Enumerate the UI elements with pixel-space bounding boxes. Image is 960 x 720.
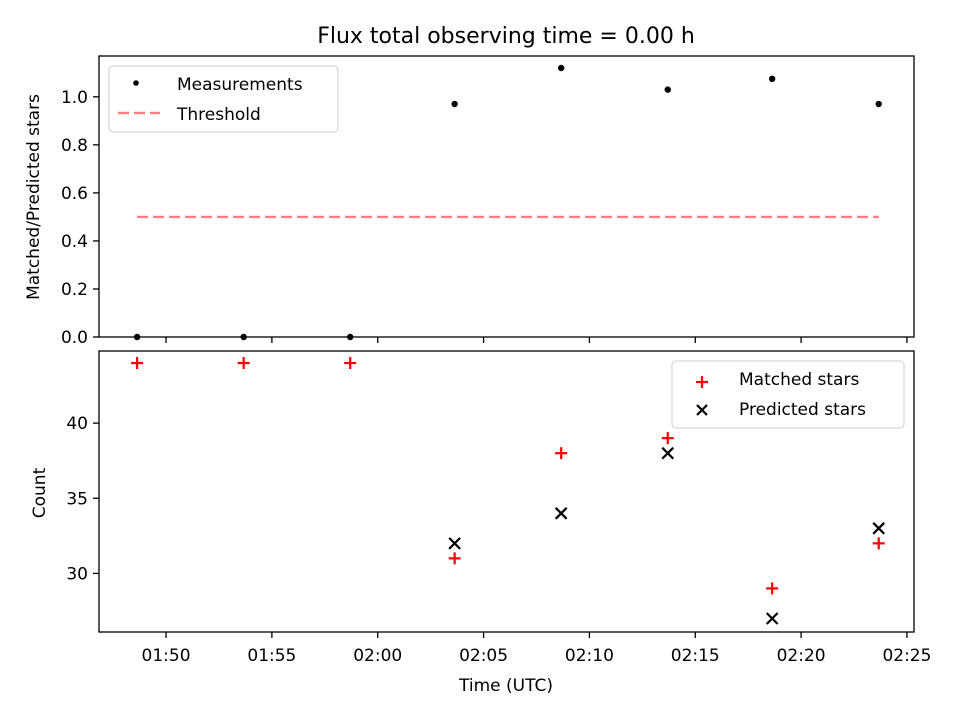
measurement-point (347, 333, 354, 341)
count-x-ticks: 01:50 01:55 02:00 02:05 02:10 02:15 02:20 02:25 (142, 632, 931, 666)
ratio-x-ticks (165, 337, 908, 343)
count-panel: 30 35 40 01:50 01:55 02:00 02:05 02:10 02:15 02:… (30, 350, 931, 696)
matched-stars-point (344, 357, 357, 370)
count-y-ticks: 30 35 40 (66, 414, 99, 584)
measurements-legend-label: Measurements (177, 75, 303, 95)
matched-stars-point (555, 447, 568, 460)
predicted-stars-point (872, 522, 885, 535)
matched-stars-legend-marker (696, 376, 708, 388)
measurement-point (451, 100, 458, 108)
ratio-panel: 0.0 0.2 0.4 0.6 0.8 1.0 Matched/Predicted sta… (24, 55, 915, 348)
matched-stars-point (448, 552, 461, 565)
x-axis-label: Time (UTC) (458, 676, 553, 696)
x-tick-label: 02:05 (459, 646, 508, 666)
x-tick-label: 02:15 (671, 646, 720, 666)
ratio-y-tick-label: 0.2 (61, 280, 88, 300)
ratio-y-axis-label: Matched/Predicted stars (24, 94, 44, 300)
x-tick-label: 01:55 (247, 646, 296, 666)
ratio-y-tick-label: 0.6 (61, 184, 88, 204)
x-tick-label: 02:10 (565, 646, 614, 666)
ratio-legend: Measurements Threshold (108, 65, 339, 133)
measurement-point (768, 75, 776, 83)
matched-stars-point (661, 432, 674, 445)
matched-stars-point (131, 357, 144, 370)
x-tick-label: 01:50 (142, 646, 191, 666)
count-legend: Matched stars Predicted stars (671, 360, 905, 429)
ratio-panel-frame (98, 55, 915, 338)
ratio-y-tick-label: 1.0 (61, 88, 88, 108)
ratio-y-tick-label: 0.0 (61, 328, 88, 348)
x-tick-label: 02:25 (882, 646, 931, 666)
measurement-point (133, 333, 141, 341)
count-panel-frame (98, 350, 915, 633)
measurement-point (664, 86, 671, 93)
count-y-tick-label: 30 (66, 564, 88, 584)
chart-title: Flux total observing time = 0.00 h (317, 24, 695, 49)
matched-stars-point (872, 537, 885, 550)
measurement-point (557, 64, 565, 72)
predicted-stars-point (554, 507, 568, 520)
predicted-stars-legend-label: Predicted stars (739, 400, 866, 420)
matched-stars-point (237, 357, 250, 370)
measurements-legend-marker (133, 80, 139, 86)
measurement-point (240, 333, 247, 341)
predicted-stars-point (448, 537, 461, 550)
x-tick-label: 02:20 (777, 646, 826, 666)
ratio-legend-box (108, 65, 339, 133)
ratio-y-ticks: 0.0 0.2 0.4 0.6 0.8 1.0 (61, 88, 99, 348)
ratio-y-tick-label: 0.8 (61, 136, 88, 156)
matched-stars-legend-label: Matched stars (739, 370, 859, 390)
threshold-legend-label: Threshold (176, 105, 261, 125)
predicted-stars-legend-marker (696, 404, 708, 416)
ratio-y-tick-label: 0.4 (61, 232, 88, 252)
matched-stars-point (766, 582, 779, 595)
count-y-tick-label: 35 (66, 489, 88, 509)
count-y-tick-label: 40 (66, 414, 88, 434)
predicted-stars-point (765, 612, 779, 625)
count-series (131, 357, 885, 625)
predicted-stars-point (661, 446, 675, 460)
x-tick-label: 02:00 (353, 646, 402, 666)
count-legend-box (671, 360, 905, 429)
measurement-point (875, 100, 882, 108)
measurements-series (133, 64, 882, 341)
count-y-axis-label: Count (30, 467, 50, 518)
